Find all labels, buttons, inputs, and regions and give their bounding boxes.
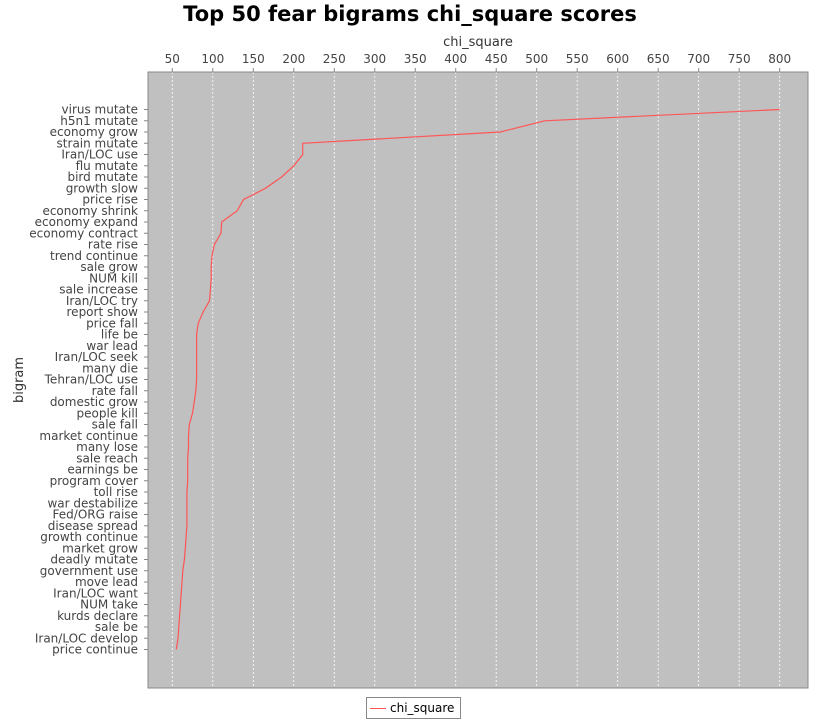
x-tick-label: 200 (282, 52, 305, 66)
y-tick-label: NUM take (80, 598, 138, 612)
y-tick-label: many lose (76, 440, 138, 454)
y-tick-label: deadly mutate (50, 553, 138, 567)
y-tick-label: government use (40, 564, 138, 578)
y-tick-label: virus mutate (62, 103, 138, 117)
x-tick-label: 700 (687, 52, 710, 66)
y-tick-label: growth slow (66, 181, 138, 195)
y-tick-label: sale fall (92, 418, 138, 432)
x-tick-label: 500 (525, 52, 548, 66)
y-tick-label: sale be (95, 620, 138, 634)
y-tick-label: h5n1 mutate (60, 114, 138, 128)
y-tick-label: Iran/LOC seek (55, 350, 138, 364)
y-tick-label: price rise (82, 193, 138, 207)
y-tick-label: Iran/LOC develop (35, 631, 138, 645)
x-tick-label: 50 (165, 52, 180, 66)
y-tick-label: program cover (50, 474, 138, 488)
y-tick-label: Iran/LOC use (61, 148, 138, 162)
y-tick-label: toll rise (94, 485, 138, 499)
y-tick-label: domestic grow (50, 395, 138, 409)
y-tick-label: war lead (86, 339, 138, 353)
y-tick-label: market continue (39, 429, 138, 443)
y-tick-label: Fed/ORG raise (53, 508, 138, 522)
x-tick-label: 750 (728, 52, 751, 66)
y-tick-label: economy expand (35, 215, 138, 229)
y-axis-title: bigram (12, 357, 27, 403)
y-tick-label: disease spread (48, 519, 138, 533)
y-tick-label: NUM kill (89, 271, 138, 285)
y-tick-label: economy grow (50, 125, 139, 139)
y-tick-label: many die (82, 361, 138, 375)
x-tick-label: 600 (606, 52, 629, 66)
y-tick-label: rate fall (92, 384, 138, 398)
y-tick-label: economy contract (29, 226, 138, 240)
x-tick-label: 650 (647, 52, 670, 66)
y-tick-label: earnings be (67, 463, 138, 477)
y-tick-label: rate rise (88, 238, 138, 252)
y-tick-label: report show (67, 305, 139, 319)
plot-area (147, 71, 809, 689)
y-tick-label: price fall (86, 316, 138, 330)
y-tick-label: sale grow (80, 260, 138, 274)
y-tick-label: trend continue (50, 249, 138, 263)
y-tick-label: kurds declare (57, 609, 138, 623)
y-tick-label: Iran/LOC try (66, 294, 138, 308)
y-tick-label: life be (101, 328, 138, 342)
x-tick-label: 550 (566, 52, 589, 66)
x-tick-label: 300 (363, 52, 386, 66)
chart-title: Top 50 fear bigrams chi_square scores (183, 2, 637, 26)
legend-swatch (370, 707, 386, 709)
x-tick-label: 100 (201, 52, 224, 66)
y-tick-label: Tehran/LOC use (44, 373, 138, 387)
x-tick-label: 800 (768, 52, 791, 66)
y-tick-label: bird mutate (67, 170, 138, 184)
y-tick-label: price continue (52, 643, 138, 657)
y-tick-label: Iran/LOC want (53, 586, 138, 600)
y-tick-label: sale reach (76, 451, 138, 465)
x-tick-label: 250 (323, 52, 346, 66)
y-tick-label: economy shrink (42, 204, 138, 218)
y-tick-label: growth continue (40, 530, 138, 544)
x-axis-title: chi_square (443, 35, 513, 50)
y-tick-label: market grow (62, 541, 138, 555)
y-tick-label: sale increase (59, 283, 138, 297)
y-tick-label: flu mutate (76, 159, 138, 173)
y-tick-label: war destabilize (47, 496, 138, 510)
y-tick-label: move lead (75, 575, 138, 589)
legend: chi_square (366, 697, 462, 719)
y-tick-label: people kill (77, 406, 138, 420)
x-tick-label: 450 (485, 52, 508, 66)
series-line-chi-square (175, 108, 780, 650)
x-tick-label: 350 (404, 52, 427, 66)
y-tick-label: strain mutate (57, 136, 138, 150)
x-axis-ticks: 50 100 150 200 250 300 350 400 450 500 550 600 650 70… (165, 52, 791, 72)
legend-label: chi_square (390, 701, 455, 715)
grid-lines (171, 72, 781, 688)
x-tick-label: 400 (444, 52, 467, 66)
x-tick-label: 150 (242, 52, 265, 66)
